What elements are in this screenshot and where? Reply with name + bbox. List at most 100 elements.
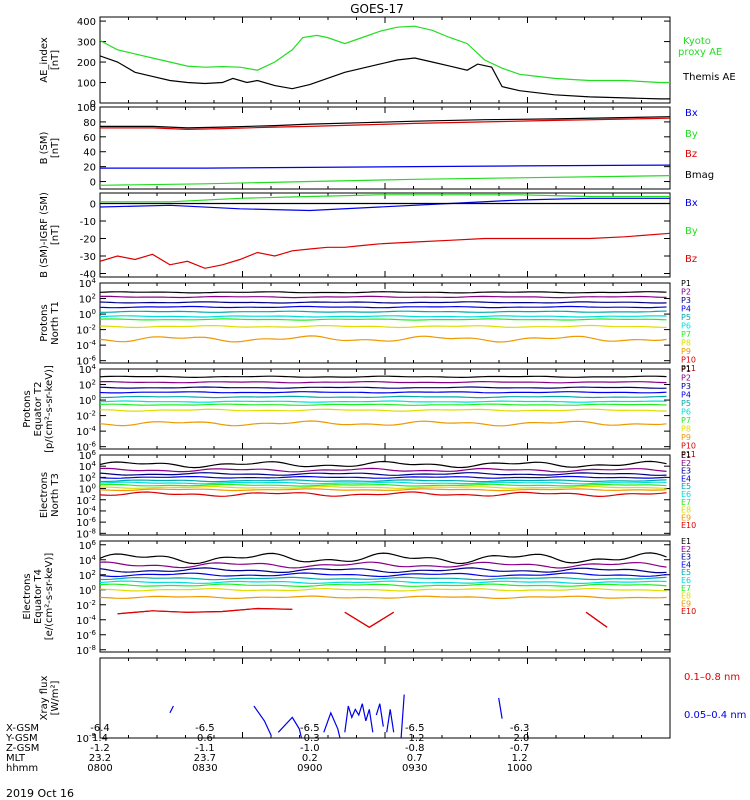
- y-tick-label: 40: [83, 148, 96, 159]
- y-axis-label-line: Equator T4: [33, 569, 44, 624]
- panel-5: 10-610-410-2100102104ProtonsEquator T2[p…: [22, 363, 696, 459]
- y-axis-label: ElectronsNorth T3: [39, 472, 61, 518]
- y-tick-label: 10-8: [76, 644, 96, 657]
- y-axis-label-line: North T3: [50, 473, 61, 517]
- panel-7: 10-8 10-6 10-4 10-2 100 102 104 106 ElectronsEqu…: [22, 537, 696, 657]
- y-axis-label-line: Protons: [22, 390, 33, 427]
- panel-4: 10-610-410-2100102104ProtonsNorth T1P1P2…: [39, 277, 696, 373]
- series-line: [100, 581, 667, 583]
- series-segment: [345, 612, 394, 627]
- series-lines: [100, 195, 670, 268]
- y-tick-label: 80: [83, 118, 96, 129]
- y-tick-label: 100: [79, 308, 96, 321]
- series-line: [100, 387, 667, 388]
- y-axis-label: B (SM)-IGRF (SM)[nT]: [39, 192, 61, 278]
- series-line: [100, 307, 667, 308]
- y-tick-label: 100: [77, 103, 96, 114]
- series-line: [100, 484, 667, 486]
- legend-e10: E10: [681, 607, 696, 616]
- series-line: [100, 392, 667, 393]
- y-axis-label-line: North T1: [50, 301, 61, 345]
- series-line: [100, 461, 667, 467]
- series-line: [100, 477, 667, 479]
- series-line: [100, 336, 667, 342]
- series-segment: [345, 612, 394, 627]
- y-tick-label: 20: [83, 163, 96, 174]
- y-axis-label-line: [nT]: [50, 225, 61, 245]
- series-line: [100, 376, 667, 377]
- series-line: [100, 468, 667, 472]
- y-axis-label: ElectronsEquator T4[e/(cm²-s-sr-keV)]: [22, 553, 55, 641]
- series-segment: [499, 698, 502, 719]
- y-axis-label: B (SM)[nT]: [39, 131, 61, 164]
- panel-6: 10-810-610-410-2100102104106ElectronsNor…: [39, 449, 696, 540]
- legend-kyoto-proxy-ae: Kyoto proxy AE: [678, 36, 722, 58]
- series-line: [100, 480, 667, 482]
- series-segment: [401, 695, 405, 744]
- series-line: [100, 473, 667, 476]
- series-line: [100, 404, 667, 405]
- panel-2: 0 20 40 60 80 100 B (SM)[nT] Bx By Bz Bmag: [39, 103, 714, 189]
- ephem-value: 0930: [402, 763, 427, 774]
- y-axis-label-line: Electrons: [39, 472, 50, 518]
- legend-themis-ae: Themis AE: [682, 72, 736, 83]
- series-line: [100, 382, 667, 383]
- y-tick-label: -20: [80, 235, 96, 246]
- series-line: [100, 573, 667, 577]
- ephem-value: 0800: [87, 763, 112, 774]
- legend-0-1-0-8-nm: 0.1–0.8 nm: [684, 672, 740, 683]
- goes17-summary-plot: GOES-17 0100200300400AE_index[nT]Kyoto pr…: [0, 0, 750, 800]
- y-tick-label: 102: [79, 569, 96, 582]
- legend-bz: Bz: [685, 149, 697, 160]
- y-axis-label-line: [nT]: [50, 138, 61, 158]
- series-lines: [100, 553, 667, 627]
- series-line: [100, 401, 667, 402]
- series-line: [100, 396, 667, 397]
- legend-bx: Bx: [685, 198, 698, 209]
- series-segment: [324, 713, 342, 744]
- y-tick-label: 100: [77, 79, 96, 90]
- y-tick-label: -10: [80, 217, 96, 228]
- y-tick-label: 0: [90, 178, 96, 189]
- y-axis-label: Xray flux[W/m²]: [39, 676, 61, 721]
- y-tick-label: 300: [77, 38, 96, 49]
- series-line: [100, 233, 670, 268]
- legend-by: By: [685, 129, 698, 140]
- panel-frame: [100, 283, 670, 363]
- y-axis-label-line: [e/(cm²-s-sr-keV)]: [44, 553, 55, 641]
- ephem-value: 0900: [297, 763, 322, 774]
- series-line: [100, 326, 667, 328]
- ephem-value: 1000: [507, 763, 532, 774]
- series-segment: [376, 704, 383, 727]
- series-segment: [345, 704, 373, 733]
- y-tick-label: 100: [79, 584, 96, 597]
- y-tick-label: 10-2: [76, 410, 96, 423]
- series-line: [100, 117, 670, 128]
- series-line: [100, 319, 667, 320]
- series-lines: [100, 26, 670, 99]
- y-tick-label: -30: [80, 252, 96, 263]
- y-tick-label: 60: [83, 133, 96, 144]
- series-line: [100, 577, 667, 579]
- series-line: [100, 489, 667, 491]
- panel-1: 0 100 200 300 400 AE_index[nT] Kyoto proxy AE Th…: [39, 17, 736, 110]
- series-lines: [170, 695, 502, 744]
- y-tick-label: 104: [79, 277, 97, 290]
- series-line: [100, 562, 667, 568]
- legend-bmag: Bmag: [685, 170, 714, 181]
- series-line: [100, 292, 667, 293]
- series-line: [100, 198, 670, 210]
- y-axis-label-line: Equator T2: [33, 382, 44, 437]
- panel-frame: [100, 658, 670, 738]
- series-line: [100, 302, 667, 303]
- series-line: [100, 492, 667, 496]
- y-tick-label: 10-2: [76, 324, 96, 337]
- y-axis-label: ProtonsEquator T2[p/(cm²-s-sr-keV)]: [22, 365, 55, 453]
- plot-title: GOES-17: [350, 2, 404, 16]
- series-line: [100, 296, 667, 297]
- series-segment: [387, 709, 394, 732]
- y-axis-label-line: [p/(cm²-s-sr-keV)]: [44, 365, 55, 453]
- series-segment: [118, 609, 293, 614]
- y-axis-label-line: Electrons: [22, 573, 33, 619]
